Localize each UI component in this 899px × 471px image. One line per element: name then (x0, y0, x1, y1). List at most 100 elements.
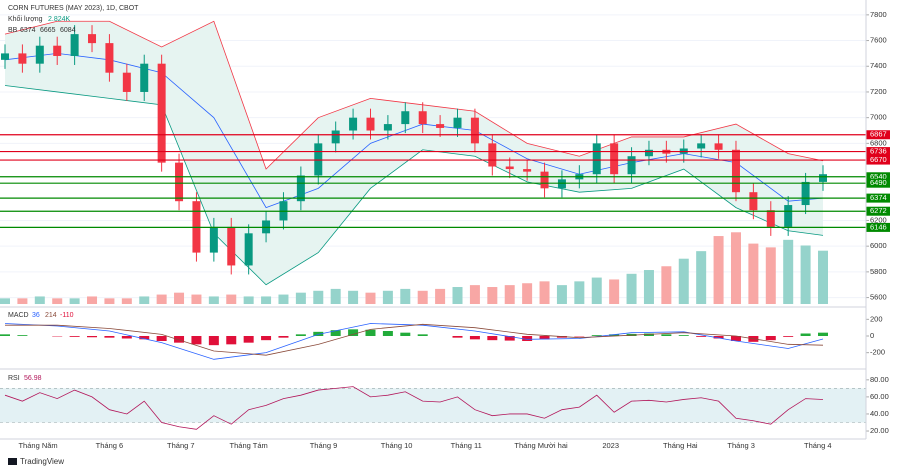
volume-bar (17, 298, 28, 304)
candle-body (122, 72, 131, 92)
bb-value: 6084 (60, 27, 76, 34)
candle-body (70, 34, 79, 56)
plot-layer: 5600 5800 6000 6200 6800 7000 7200 7400 7600 7800… (0, 10, 890, 450)
volume-bar (435, 288, 446, 304)
x-tick-label: Tháng Hai (663, 441, 698, 450)
macd-bar (69, 336, 80, 337)
volume-bar (313, 290, 324, 304)
level-label-box (866, 155, 890, 165)
y-tick-label: 5800 (870, 267, 887, 276)
macd-bar (313, 331, 324, 336)
volume-bar (365, 292, 376, 304)
macd-bar (469, 336, 480, 340)
y-tick-label: 7200 (870, 87, 887, 96)
level-label: 6670 (870, 155, 887, 164)
x-tick-label: Tháng 4 (804, 441, 832, 450)
macd-bar (539, 336, 550, 340)
x-tick-label: Tháng 3 (727, 441, 755, 450)
x-tick-label: Tháng 6 (96, 441, 124, 450)
volume-bar (556, 285, 567, 304)
candle-body (644, 149, 653, 157)
level-label-box (866, 147, 890, 157)
y-tick-label: 7000 (870, 113, 887, 122)
candle-body (436, 124, 445, 128)
macd-bar (818, 332, 828, 336)
volume-bar (452, 287, 463, 304)
candle-body (488, 143, 497, 167)
level-label-box (866, 178, 890, 188)
volume-name: Khối lượng (8, 14, 43, 23)
volume-bar (348, 290, 359, 304)
y-tick-label: 6200 (870, 215, 887, 224)
macd-bar (174, 336, 185, 343)
macd-bar (504, 336, 515, 341)
volume-bar (208, 296, 219, 304)
y-tick-label: 7400 (870, 61, 887, 70)
volume-bar (226, 294, 237, 304)
bb-name: BB (8, 27, 18, 34)
candle-body (766, 210, 775, 227)
macd-bar (643, 333, 654, 336)
macd-bar (783, 336, 794, 337)
level-label: 6272 (870, 206, 887, 215)
volume-bar (87, 296, 98, 304)
rsi-value: 56.98 (24, 375, 42, 382)
candle-body (784, 205, 793, 227)
volume-bar (69, 298, 80, 304)
volume-bar (696, 251, 707, 304)
macd-bar (452, 336, 463, 338)
candle-body (383, 124, 392, 131)
x-tick-label: Tháng Năm (18, 441, 57, 450)
macd-bar (0, 334, 10, 336)
level-label: 6867 (870, 130, 887, 139)
candle-body (401, 111, 410, 125)
level-label-box (866, 222, 890, 232)
candle-body (610, 143, 619, 175)
level-label: 6490 (870, 178, 887, 187)
volume-bar (34, 296, 45, 304)
macd-bar (243, 336, 254, 343)
level-label-box (866, 193, 890, 203)
y-tick-label: 6800 (870, 138, 887, 147)
level-label: 6540 (870, 172, 887, 181)
candle-body (314, 143, 323, 176)
candle-body (227, 226, 236, 266)
volume-bar (504, 285, 515, 304)
macd-bar (591, 335, 602, 336)
candle-body (209, 226, 218, 253)
candle-body (801, 181, 810, 206)
volume-bar (469, 285, 480, 304)
bb-value: 6374 (20, 27, 36, 34)
x-tick-label: Tháng 10 (381, 441, 413, 450)
volume-bar (626, 273, 637, 304)
volume-value: 2.824K (48, 16, 71, 23)
volume-bar (121, 298, 132, 304)
macd-bar (365, 329, 376, 336)
candle-body (697, 143, 706, 149)
macd-bar (730, 336, 741, 341)
y-tick-label: 80.00 (870, 375, 889, 384)
level-label-box (866, 172, 890, 182)
macd-bar (17, 335, 28, 336)
candle-body (140, 63, 149, 92)
macd-bar (104, 336, 115, 338)
candle-body (53, 45, 62, 56)
y-tick-label: 0 (870, 331, 874, 340)
volume-bar (295, 292, 306, 304)
y-tick-label: 6000 (870, 241, 887, 250)
bb-lower (4, 85, 824, 286)
macd-title: MACD (8, 312, 29, 319)
candle-body (105, 43, 114, 73)
bb-fill (5, 21, 823, 285)
rsi-title: RSI (8, 375, 20, 382)
x-tick-label: 2023 (602, 441, 619, 450)
macd-bar (522, 336, 533, 341)
level-label: 6736 (870, 147, 887, 156)
level-label-box (866, 206, 890, 216)
candle-body (35, 45, 44, 64)
candle-body (592, 143, 601, 175)
y-tick-label: -200 (870, 348, 885, 357)
macd-bar (348, 329, 359, 336)
macd-bar (382, 331, 393, 336)
macd-bar (121, 336, 132, 339)
